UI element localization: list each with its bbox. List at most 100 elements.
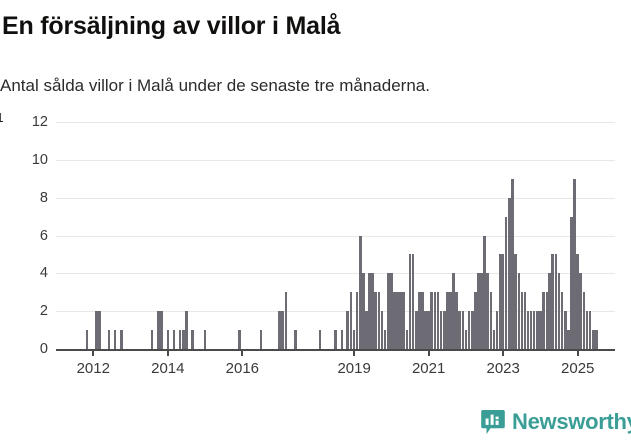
bar[interactable] [94, 311, 98, 349]
bar[interactable] [365, 311, 368, 349]
bar[interactable] [418, 292, 421, 349]
bar[interactable] [150, 330, 154, 349]
bar[interactable] [396, 292, 400, 349]
bar[interactable] [377, 292, 381, 349]
bar[interactable] [473, 292, 477, 349]
bar[interactable] [582, 292, 586, 349]
bar[interactable] [107, 330, 111, 349]
bar[interactable] [185, 311, 188, 349]
bar[interactable] [281, 311, 284, 349]
bar[interactable] [592, 330, 595, 349]
bar[interactable] [517, 273, 521, 349]
bar[interactable] [585, 311, 589, 349]
bar[interactable] [436, 292, 440, 349]
bar[interactable] [349, 292, 353, 349]
bar[interactable] [529, 311, 533, 349]
bar[interactable] [458, 311, 461, 349]
bar[interactable] [461, 311, 465, 349]
bar[interactable] [374, 292, 378, 349]
bar[interactable] [564, 311, 567, 349]
bar[interactable] [340, 330, 344, 349]
bar[interactable] [393, 292, 396, 349]
bar[interactable] [402, 292, 405, 349]
bar[interactable] [85, 330, 89, 349]
bar[interactable] [532, 311, 536, 349]
bar[interactable] [455, 292, 458, 349]
bar[interactable] [520, 292, 524, 349]
bar[interactable] [557, 273, 561, 349]
bar[interactable] [427, 311, 430, 349]
bar[interactable] [554, 254, 558, 349]
bar[interactable] [579, 273, 582, 349]
bar[interactable] [489, 292, 493, 349]
bar[interactable] [570, 216, 573, 349]
bar[interactable] [408, 254, 412, 349]
bar[interactable] [551, 254, 555, 349]
bar[interactable] [259, 330, 263, 349]
bar[interactable] [536, 311, 539, 349]
bar[interactable] [387, 273, 390, 349]
bar[interactable] [548, 273, 552, 349]
bar[interactable] [359, 235, 362, 349]
bar[interactable] [545, 292, 549, 349]
bar[interactable] [480, 273, 483, 349]
bar[interactable] [284, 292, 288, 349]
bar[interactable] [278, 311, 281, 349]
bar[interactable] [415, 311, 418, 349]
bar[interactable] [452, 273, 455, 349]
bar[interactable] [424, 311, 427, 349]
bar[interactable] [203, 330, 207, 349]
bar[interactable] [166, 330, 170, 349]
bar[interactable] [439, 311, 443, 349]
bar[interactable] [492, 330, 496, 349]
bar[interactable] [368, 273, 372, 349]
bar[interactable] [511, 178, 514, 349]
bar[interactable] [514, 254, 517, 349]
bar[interactable] [182, 330, 185, 349]
bar[interactable] [504, 216, 508, 349]
bar[interactable] [498, 254, 502, 349]
bar[interactable] [411, 254, 415, 349]
bar[interactable] [508, 197, 511, 349]
bar[interactable] [526, 311, 530, 349]
bar[interactable] [318, 330, 322, 349]
bar[interactable] [542, 292, 545, 349]
bar[interactable] [380, 311, 384, 349]
bar[interactable] [178, 330, 182, 349]
bar[interactable] [443, 311, 446, 349]
bar[interactable] [334, 330, 337, 349]
bar[interactable] [98, 311, 101, 349]
bar[interactable] [421, 292, 424, 349]
bar[interactable] [355, 292, 359, 349]
bar[interactable] [523, 292, 527, 349]
bar[interactable] [573, 178, 577, 349]
bar[interactable] [501, 254, 505, 349]
bar[interactable] [113, 330, 117, 349]
bar[interactable] [595, 330, 598, 349]
bar[interactable] [476, 273, 480, 349]
bar[interactable] [430, 292, 433, 349]
bar[interactable] [560, 292, 564, 349]
bar[interactable] [576, 254, 580, 349]
bar[interactable] [483, 235, 486, 349]
bar[interactable] [172, 330, 176, 349]
bar[interactable] [160, 311, 163, 349]
bar[interactable] [448, 292, 452, 349]
bar[interactable] [567, 330, 570, 349]
bar[interactable] [293, 330, 297, 349]
bar[interactable] [464, 330, 468, 349]
bar[interactable] [486, 273, 489, 349]
newsworthy-logo[interactable]: Newsworthy [481, 409, 631, 435]
bar[interactable] [119, 330, 123, 349]
bar[interactable] [157, 311, 160, 349]
bar[interactable] [405, 330, 409, 349]
bar[interactable] [362, 273, 365, 349]
bar[interactable] [588, 311, 592, 349]
bar[interactable] [346, 311, 350, 349]
bar[interactable] [191, 330, 195, 349]
bar[interactable] [539, 311, 542, 349]
bar[interactable] [238, 330, 241, 349]
bar[interactable] [371, 273, 375, 349]
bar[interactable] [446, 292, 449, 349]
bar[interactable] [383, 330, 387, 349]
